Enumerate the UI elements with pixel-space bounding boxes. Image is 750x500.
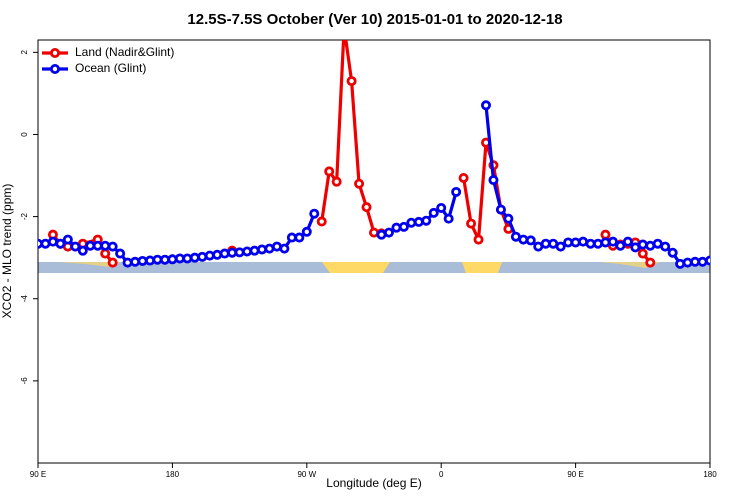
data-point: [309, 208, 320, 219]
data-point: [107, 241, 118, 252]
data-point: [130, 256, 141, 267]
data-point: [436, 202, 447, 213]
data-point: [697, 256, 708, 267]
data-point: [705, 255, 710, 266]
data-point: [503, 213, 514, 224]
data-point: [204, 250, 215, 261]
legend-marker: [50, 48, 61, 59]
data-point: [197, 251, 208, 262]
data-point: [593, 238, 604, 249]
data-point: [495, 204, 506, 215]
legend-label: Ocean (Glint): [75, 61, 146, 75]
data-point: [354, 178, 365, 189]
legend-marker: [50, 64, 61, 75]
x-tick-label: 180: [703, 470, 717, 479]
y-tick-label: -2: [20, 212, 29, 220]
data-point: [242, 246, 253, 257]
x-tick-label: 180: [166, 470, 180, 479]
y-tick-label: -6: [20, 377, 29, 385]
land-sea-band: [38, 262, 710, 273]
y-axis-label: XCO2 - MLO trend (ppm): [0, 184, 14, 319]
data-point: [600, 237, 611, 248]
data-point: [77, 245, 88, 256]
data-point: [107, 257, 118, 268]
x-tick-label: 90 E: [30, 470, 46, 479]
data-point: [122, 257, 133, 268]
data-point: [219, 248, 230, 259]
data-point: [645, 257, 656, 268]
data-point: [346, 76, 357, 87]
data-point: [316, 216, 327, 227]
x-tick-label: 90 W: [297, 470, 316, 479]
data-point: [62, 234, 73, 245]
data-point: [458, 172, 469, 183]
y-tick-label: 0: [20, 132, 29, 137]
data-point: [518, 234, 529, 245]
data-point: [212, 249, 223, 260]
data-point: [115, 248, 126, 259]
x-axis-label: Longitude (deg E): [326, 476, 421, 490]
data-point: [301, 226, 312, 237]
data-point: [443, 213, 454, 224]
x-tick-label: 0: [439, 470, 444, 479]
data-point: [600, 229, 611, 240]
data-point: [525, 235, 536, 246]
data-point: [428, 207, 439, 218]
data-point: [398, 221, 409, 232]
data-point: [555, 241, 566, 252]
plot-area: [38, 40, 710, 269]
data-point: [488, 175, 499, 186]
data-point: [637, 248, 648, 259]
data-point: [682, 257, 693, 268]
data-point: [361, 202, 372, 213]
data-point: [451, 186, 462, 197]
data-point: [256, 244, 267, 255]
data-point: [667, 247, 678, 258]
data-point: [70, 241, 81, 252]
data-point: [100, 240, 111, 251]
data-point: [466, 218, 477, 229]
legend-label: Land (Nadir&Glint): [75, 45, 174, 59]
data-point: [167, 254, 178, 265]
data-point: [413, 216, 424, 227]
data-point: [279, 243, 290, 254]
data-point: [391, 222, 402, 233]
data-point: [406, 217, 417, 228]
data-point: [383, 227, 394, 238]
chart-title: 12.5S-7.5S October (Ver 10) 2015-01-01 t…: [187, 11, 562, 28]
data-point: [607, 236, 618, 247]
data-point: [570, 237, 581, 248]
data-point: [615, 240, 626, 251]
data-point: [294, 232, 305, 243]
data-point: [480, 100, 491, 111]
data-point: [622, 236, 633, 247]
data-point: [144, 255, 155, 266]
data-point: [55, 238, 66, 249]
plot-frame: [37, 39, 711, 464]
data-point: [637, 239, 648, 250]
data-point: [473, 234, 484, 245]
data-point: [324, 166, 335, 177]
x-tick-label: 90 E: [567, 470, 583, 479]
data-point: [182, 253, 193, 264]
data-point: [331, 176, 342, 187]
y-tick-label: 2: [20, 50, 29, 55]
data-point: [675, 258, 686, 269]
data-point: [100, 248, 111, 259]
data-point: [660, 241, 671, 252]
data-point: [421, 215, 432, 226]
data-point: [189, 252, 200, 263]
data-point: [249, 245, 260, 256]
data-point: [234, 247, 245, 258]
y-tick-label: -4: [20, 295, 29, 303]
